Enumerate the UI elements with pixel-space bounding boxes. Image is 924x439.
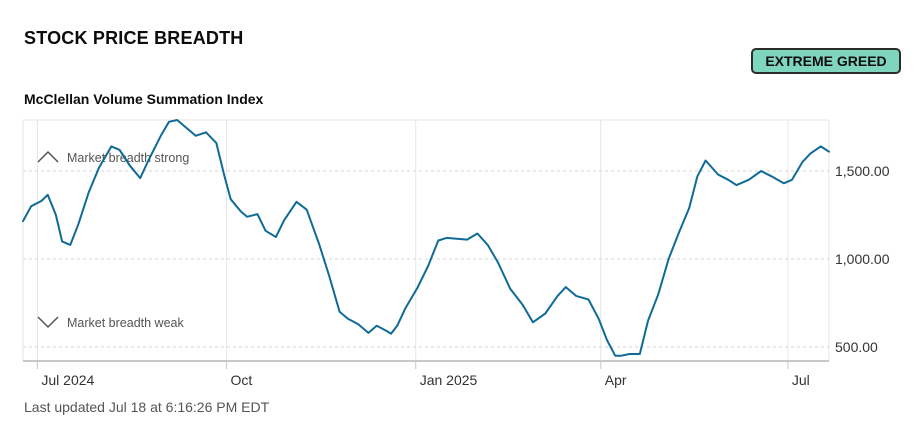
y-tick-label: 1,000.00: [835, 251, 890, 267]
x-tick-label: Apr: [605, 372, 627, 388]
chevron-down-icon: [37, 316, 59, 329]
x-tick-label: Jul 2024: [41, 372, 94, 388]
page-title: STOCK PRICE BREADTH: [24, 28, 244, 48]
x-tick-label: Oct: [231, 372, 253, 388]
y-tick-label: 1,500.00: [835, 163, 890, 179]
chart-title: McClellan Volume Summation Index: [24, 91, 264, 107]
last-updated-text: Last updated Jul 18 at 6:16:26 PM EDT: [24, 399, 270, 415]
annotation-weak: Market breadth weak: [67, 316, 184, 330]
y-tick-label: 500.00: [835, 339, 878, 355]
x-tick-label: Jan 2025: [420, 372, 478, 388]
x-tick-label: Jul: [792, 372, 810, 388]
chevron-up-icon: [37, 150, 59, 163]
sentiment-badge: EXTREME GREED: [751, 48, 901, 74]
series-line: [22, 119, 830, 357]
annotation-strong: Market breadth strong: [67, 151, 189, 165]
